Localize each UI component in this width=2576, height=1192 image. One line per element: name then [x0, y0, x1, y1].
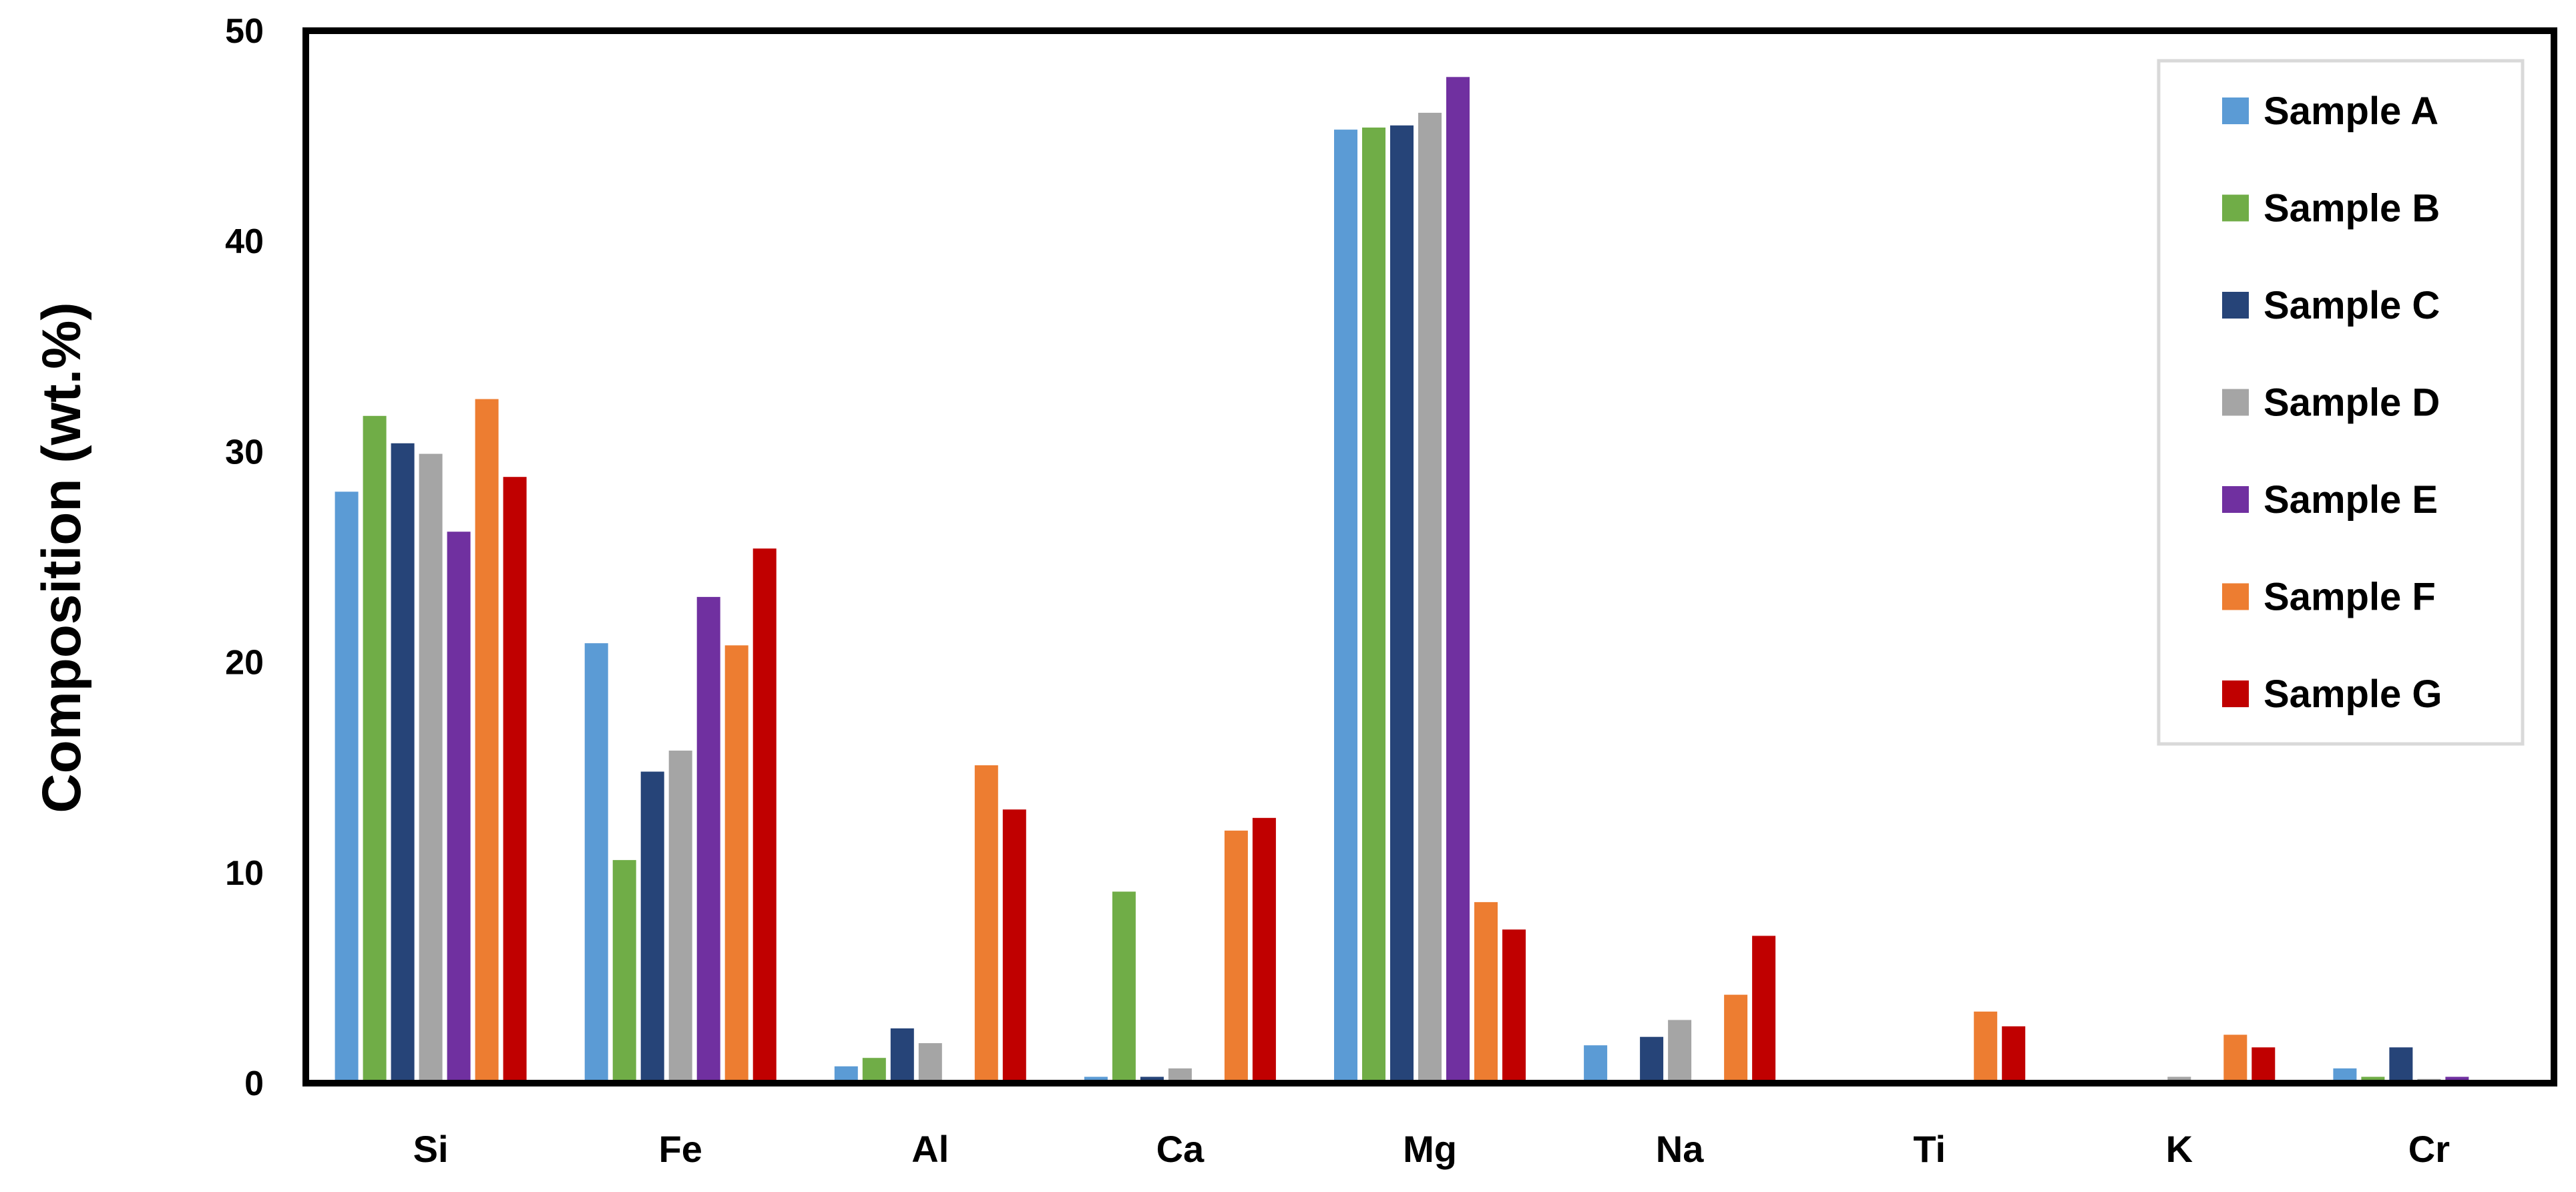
bar-mg-sample-d	[1418, 112, 1442, 1083]
legend-label: Sample E	[2264, 478, 2438, 522]
bar-fe-sample-d	[668, 751, 692, 1083]
legend-swatch	[2222, 194, 2249, 222]
bar-mg-sample-e	[1446, 77, 1470, 1083]
bar-al-sample-f	[974, 765, 998, 1083]
y-tick-label: 0	[244, 1064, 264, 1103]
legend-swatch	[2222, 97, 2249, 124]
x-category-label: Na	[1656, 1128, 1704, 1170]
bar-ca-sample-f	[1224, 830, 1248, 1083]
bars-group	[335, 77, 2469, 1084]
bar-al-sample-g	[1002, 809, 1026, 1083]
bar-si-sample-b	[363, 415, 387, 1083]
legend-swatch	[2222, 486, 2249, 513]
bar-si-sample-a	[335, 491, 359, 1083]
y-tick-label: 10	[225, 854, 264, 893]
bar-mg-sample-g	[1502, 929, 1526, 1083]
x-category-label: Mg	[1403, 1128, 1457, 1170]
legend-label: Sample A	[2264, 89, 2438, 133]
x-category-label: Cr	[2408, 1128, 2450, 1170]
bar-ti-sample-g	[2002, 1026, 2026, 1083]
bar-ca-sample-b	[1112, 891, 1136, 1083]
x-category-label: Fe	[659, 1128, 702, 1170]
legend-box	[2157, 59, 2525, 746]
legend-label: Sample C	[2264, 284, 2440, 327]
bar-na-sample-a	[1584, 1045, 1608, 1083]
bar-fe-sample-e	[696, 596, 720, 1083]
bar-ca-sample-d	[1168, 1068, 1192, 1083]
bar-si-sample-d	[419, 453, 443, 1083]
bar-cr-sample-a	[2333, 1068, 2357, 1083]
x-category-label: Al	[911, 1128, 949, 1170]
y-tick-label: 20	[225, 644, 264, 682]
x-categories-group: Si Fe Al Ca Mg Na Ti K Cr	[413, 1128, 2450, 1170]
bar-na-sample-f	[1724, 994, 1748, 1083]
plot-frame	[302, 27, 2557, 1086]
y-tick-label: 40	[225, 222, 264, 261]
legend-swatch	[2222, 292, 2249, 319]
bar-fe-sample-f	[724, 645, 748, 1083]
bar-fe-sample-b	[612, 859, 636, 1083]
legend-swatch	[2222, 680, 2249, 707]
bar-ti-sample-f	[1974, 1011, 1998, 1083]
y-tick-label: 30	[225, 433, 264, 471]
bar-al-sample-b	[862, 1058, 886, 1083]
bar-na-sample-g	[1752, 936, 1776, 1083]
bar-si-sample-g	[503, 477, 527, 1083]
legend-swatch	[2222, 389, 2249, 416]
bar-na-sample-d	[1668, 1020, 1692, 1083]
bar-al-sample-d	[918, 1043, 942, 1083]
y-axis-title: Composition (wt.%)	[31, 302, 92, 813]
bar-cr-sample-c	[2389, 1047, 2413, 1083]
bar-fe-sample-g	[753, 548, 777, 1083]
legend-label: Sample D	[2264, 381, 2440, 425]
bar-fe-sample-c	[640, 771, 664, 1083]
bar-si-sample-f	[475, 399, 499, 1083]
bar-mg-sample-f	[1474, 902, 1498, 1083]
bar-si-sample-e	[447, 532, 471, 1083]
bar-k-sample-f	[2223, 1034, 2247, 1083]
bar-si-sample-c	[391, 443, 415, 1083]
bar-ca-sample-g	[1252, 817, 1276, 1083]
bar-mg-sample-b	[1362, 128, 1385, 1083]
bar-mg-sample-a	[1334, 130, 1357, 1084]
bar-al-sample-c	[890, 1028, 914, 1083]
legend-label: Sample G	[2264, 672, 2442, 716]
x-category-label: Ti	[1913, 1128, 1946, 1170]
legend-label: Sample F	[2264, 576, 2436, 619]
bar-na-sample-c	[1640, 1036, 1664, 1083]
bar-k-sample-g	[2251, 1047, 2276, 1083]
bar-fe-sample-a	[584, 643, 608, 1083]
x-category-label: Si	[413, 1128, 449, 1170]
y-tick-label: 50	[225, 12, 264, 51]
legend-label: Sample B	[2264, 187, 2440, 230]
x-category-label: Ca	[1156, 1128, 1205, 1170]
bar-mg-sample-c	[1390, 125, 1414, 1083]
legend: Sample A Sample B Sample C Sample D Sample E…	[2157, 59, 2525, 746]
legend-swatch	[2222, 583, 2249, 610]
y-ticks-group: 0 10 20 30 40 50	[225, 12, 264, 1103]
x-category-label: K	[2166, 1128, 2193, 1170]
